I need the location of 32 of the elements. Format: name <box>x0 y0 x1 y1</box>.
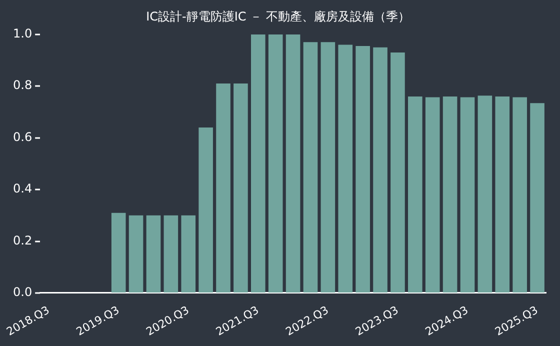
bar <box>146 215 161 292</box>
bar <box>373 47 388 292</box>
y-tick-label: 0.0 <box>12 285 32 300</box>
bar <box>425 97 440 292</box>
bar <box>268 34 283 292</box>
bar <box>164 215 178 292</box>
bar <box>303 42 318 292</box>
bar <box>251 34 266 292</box>
bar <box>234 84 248 292</box>
bar <box>460 97 475 292</box>
bar <box>390 52 405 292</box>
y-tick-label: 0.6 <box>12 130 32 144</box>
bar <box>495 96 510 292</box>
y-tick-label: 1.0 <box>12 26 32 41</box>
bar <box>320 42 336 292</box>
chart-title: IC設計-靜電防護IC － 不動產、廠房及設備（季） <box>146 9 410 24</box>
bar <box>128 215 144 292</box>
bar <box>286 34 300 292</box>
bar <box>530 103 544 292</box>
bar <box>512 97 527 292</box>
bar <box>216 84 230 292</box>
bar <box>408 96 422 292</box>
y-tick-label: 0.2 <box>12 233 32 248</box>
bar <box>111 212 126 292</box>
bar <box>356 46 370 292</box>
bar <box>478 96 492 292</box>
bar <box>181 215 196 292</box>
y-tick-label: 0.8 <box>12 78 32 92</box>
y-tick-label: 0.4 <box>12 182 32 196</box>
bar <box>338 44 353 292</box>
bar <box>198 127 213 292</box>
bar <box>442 96 458 292</box>
